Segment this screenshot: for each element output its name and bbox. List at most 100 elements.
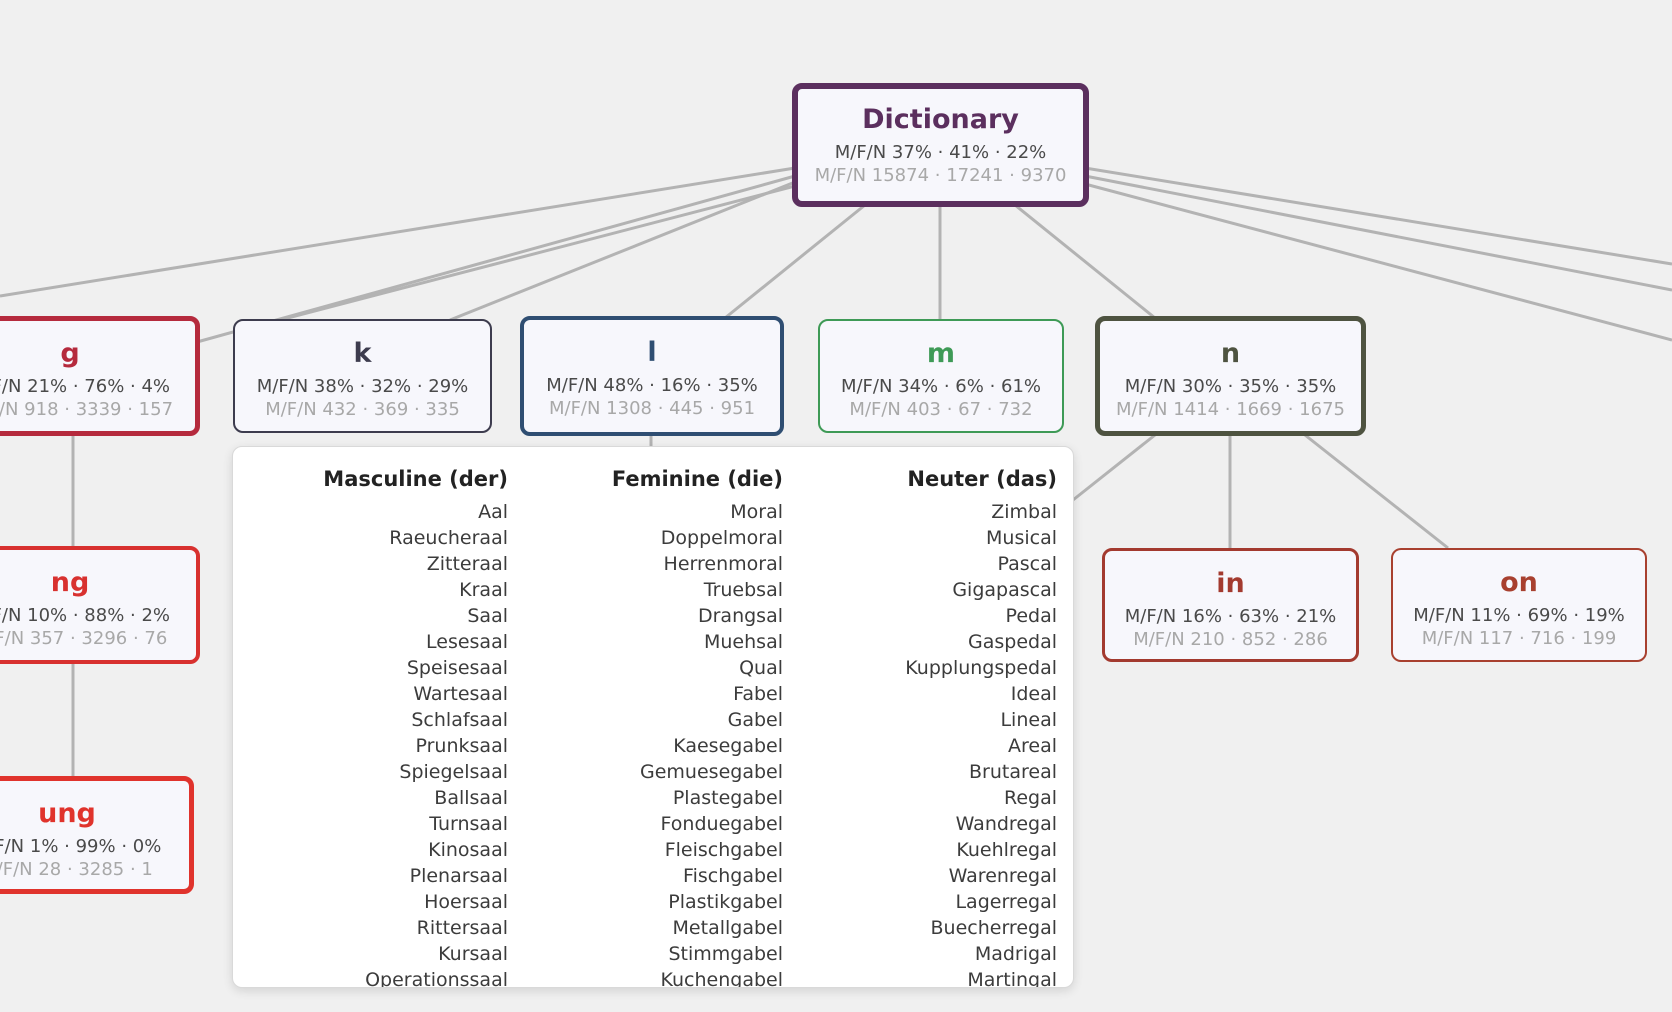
- node-counts: M/F/N 403 · 67 · 732: [849, 399, 1033, 420]
- word-item: Drangsal: [697, 605, 783, 627]
- node-counts: M/F/N 117 · 716 · 199: [1421, 628, 1617, 649]
- word-item: Raeucheraal: [389, 527, 508, 549]
- node-ung[interactable]: ung M/F/N 1% · 99% · 0% M/F/N 28 · 3285 …: [0, 776, 194, 894]
- node-counts: M/F/N 357 · 3296 · 76: [0, 628, 168, 649]
- node-counts: M/F/N 1308 · 445 · 951: [548, 398, 756, 419]
- edge-root-n: [1014, 203, 1156, 320]
- node-m[interactable]: m M/F/N 34% · 6% · 61% M/F/N 403 · 67 · …: [818, 319, 1064, 433]
- word-item: Kaesegabel: [673, 735, 783, 757]
- edge-root-offscreen-5: [1084, 182, 1672, 342]
- word-item: Metallgabel: [672, 917, 783, 939]
- word-item: Saal: [467, 605, 508, 627]
- word-item: Warenregal: [948, 865, 1057, 887]
- word-item: Kinosaal: [428, 839, 508, 861]
- neuter-heading: Neuter (das): [907, 467, 1057, 491]
- edge-root-offscreen-3: [1084, 166, 1672, 266]
- masculine-word-list: Aal Raeucheraal Zitteraal Kraal Saal Lesesaal…: [323, 499, 509, 988]
- word-item: Truebsal: [703, 579, 783, 601]
- word-item: Buecherregal: [930, 917, 1058, 939]
- word-item: Wartesaal: [413, 683, 508, 705]
- word-item: Pedal: [1005, 605, 1057, 627]
- word-item: Martingal: [967, 969, 1057, 988]
- masculine-column: Masculine (der) Aal Raeucheraal Zitteraal K…: [323, 465, 509, 988]
- node-l[interactable]: l M/F/N 48% · 16% · 35% M/F/N 1308 · 445…: [520, 316, 784, 436]
- word-item: Fischgabel: [683, 865, 783, 887]
- node-percentages: M/F/N 11% · 69% · 19%: [1413, 605, 1625, 626]
- feminine-column: Feminine (die) Moral Doppelmoral Herrenmor…: [611, 465, 783, 988]
- node-dictionary[interactable]: Dictionary M/F/N 37% · 41% · 22% M/F/N 1…: [792, 83, 1089, 207]
- node-n[interactable]: n M/F/N 30% · 35% · 35% M/F/N 1414 · 166…: [1095, 316, 1366, 436]
- node-label: n: [1220, 338, 1241, 369]
- word-item: Kraal: [459, 579, 508, 601]
- word-item: Schlafsaal: [411, 709, 508, 731]
- word-item: Speisesaal: [406, 657, 508, 679]
- word-item: Kuchengabel: [660, 969, 783, 988]
- word-item: Fonduegabel: [660, 813, 783, 835]
- node-counts: M/F/N 432 · 369 · 335: [265, 399, 460, 420]
- word-item: Lagerregal: [955, 891, 1057, 913]
- word-item: Doppelmoral: [660, 527, 783, 549]
- word-item: Gigapascal: [952, 579, 1057, 601]
- word-item: Plenarsaal: [409, 865, 508, 887]
- neuter-column: Neuter (das) Zimbal Musical Pascal Gigapasc…: [905, 465, 1058, 988]
- word-item: Muehsal: [704, 631, 783, 653]
- word-item: Turnsaal: [429, 813, 508, 835]
- node-counts: M/F/N 918 · 3339 · 157: [0, 399, 174, 420]
- node-percentages: M/F/N 21% · 76% · 4%: [0, 376, 171, 397]
- node-percentages: M/F/N 16% · 63% · 21%: [1124, 606, 1337, 627]
- node-label: on: [1500, 567, 1538, 598]
- word-item: Areal: [1007, 735, 1057, 757]
- node-percentages: M/F/N 37% · 41% · 22%: [834, 142, 1047, 163]
- word-item: Stimmgabel: [668, 943, 783, 965]
- feminine-word-list: Moral Doppelmoral Herrenmoral Truebsal Drang…: [612, 499, 783, 988]
- node-k[interactable]: k M/F/N 38% · 32% · 29% M/F/N 432 · 369 …: [233, 319, 492, 433]
- node-g[interactable]: g M/F/N 21% · 76% · 4% M/F/N 918 · 3339 …: [0, 316, 200, 436]
- word-item: Pascal: [997, 553, 1057, 575]
- node-percentages: M/F/N 38% · 32% · 29%: [256, 376, 469, 397]
- node-on[interactable]: on M/F/N 11% · 69% · 19% M/F/N 117 · 716…: [1391, 548, 1647, 662]
- word-item: Brutareal: [969, 761, 1057, 783]
- word-item: Qual: [739, 657, 783, 679]
- word-item: Zimbal: [991, 501, 1057, 523]
- node-percentages: M/F/N 48% · 16% · 35%: [546, 375, 758, 396]
- node-counts: M/F/N 1414 · 1669 · 1675: [1116, 399, 1345, 420]
- node-ng[interactable]: ng M/F/N 10% · 88% · 2% M/F/N 357 · 3296…: [0, 546, 200, 664]
- word-item: Wandregal: [955, 813, 1057, 835]
- feminine-heading: Feminine (die): [611, 467, 783, 491]
- word-item: Operationssaal: [365, 969, 508, 988]
- word-item: Prunksaal: [415, 735, 509, 757]
- word-item: Plastikgabel: [668, 891, 783, 913]
- node-percentages: M/F/N 10% · 88% · 2%: [0, 605, 171, 626]
- word-item: Rittersaal: [416, 917, 508, 939]
- word-item: Fabel: [733, 683, 783, 705]
- edge-n-offscreen: [1072, 433, 1156, 502]
- word-item: Lineal: [1000, 709, 1057, 731]
- word-item: Kupplungspedal: [905, 657, 1057, 679]
- word-item: Zitteraal: [426, 553, 508, 575]
- word-item: Herrenmoral: [663, 553, 783, 575]
- word-item: Kuehlregal: [956, 839, 1057, 861]
- word-item: Moral: [730, 501, 783, 523]
- node-label: in: [1216, 568, 1245, 599]
- word-item: Regal: [1003, 787, 1057, 809]
- node-label: ng: [50, 567, 90, 598]
- node-label: g: [60, 338, 80, 369]
- edge-root-offscreen-4: [1084, 174, 1672, 292]
- word-item: Madrigal: [974, 943, 1057, 965]
- word-item: Musical: [986, 527, 1057, 549]
- word-list-tooltip: Masculine (der) Aal Raeucheraal Zitteraal K…: [232, 446, 1074, 988]
- node-in[interactable]: in M/F/N 16% · 63% · 21% M/F/N 210 · 852…: [1102, 548, 1359, 662]
- node-label: m: [926, 338, 956, 369]
- word-item: Ideal: [1010, 683, 1057, 705]
- node-percentages: M/F/N 30% · 35% · 35%: [1124, 376, 1337, 397]
- word-item: Aal: [478, 501, 508, 523]
- word-item: Spiegelsaal: [399, 761, 508, 783]
- node-percentages: M/F/N 34% · 6% · 61%: [840, 376, 1042, 397]
- edge-root-l: [724, 203, 866, 320]
- word-item: Gaspedal: [968, 631, 1057, 653]
- neuter-word-list: Zimbal Musical Pascal Gigapascal Pedal Gasped…: [905, 499, 1058, 988]
- word-item: Plastegabel: [672, 787, 783, 809]
- word-item: Lesesaal: [426, 631, 508, 653]
- edge-root-offscreen-2: [279, 184, 796, 322]
